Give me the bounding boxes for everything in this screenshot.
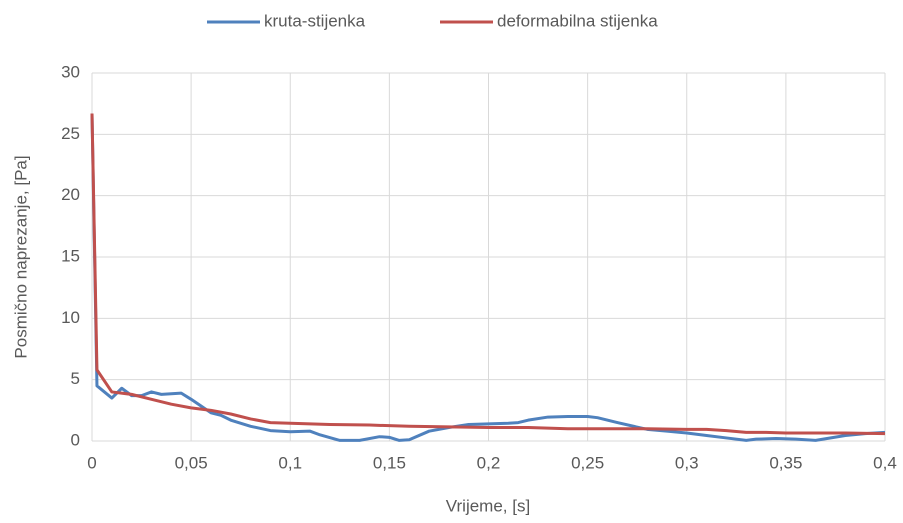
- x-tick-label: 0,1: [278, 453, 302, 472]
- x-axis-label: Vrijeme, [s]: [446, 496, 530, 515]
- x-tick-label: 0: [87, 453, 96, 472]
- legend-label: deformabilna stijenka: [497, 11, 658, 30]
- y-tick-label: 15: [61, 246, 80, 265]
- x-tick-label: 0,25: [571, 453, 604, 472]
- y-tick-label: 20: [61, 185, 80, 204]
- y-tick-label: 10: [61, 308, 80, 327]
- y-tick-label: 5: [71, 369, 80, 388]
- x-tick-label: 0,2: [477, 453, 501, 472]
- y-tick-label: 30: [61, 62, 80, 81]
- x-tick-label: 0,15: [373, 453, 406, 472]
- y-tick-label: 25: [61, 124, 80, 143]
- data-line: [90, 113, 886, 436]
- x-tick-label: 0,05: [175, 453, 208, 472]
- legend-label: kruta-stijenka: [264, 11, 366, 30]
- y-tick-label: 0: [71, 430, 80, 449]
- x-tick-label: 0,35: [769, 453, 802, 472]
- x-tick-label: 0,3: [675, 453, 699, 472]
- data-line: [90, 113, 886, 442]
- y-axis-label: Posmično naprezanje, [Pa]: [11, 155, 30, 358]
- x-tick-label: 0,4: [873, 453, 897, 472]
